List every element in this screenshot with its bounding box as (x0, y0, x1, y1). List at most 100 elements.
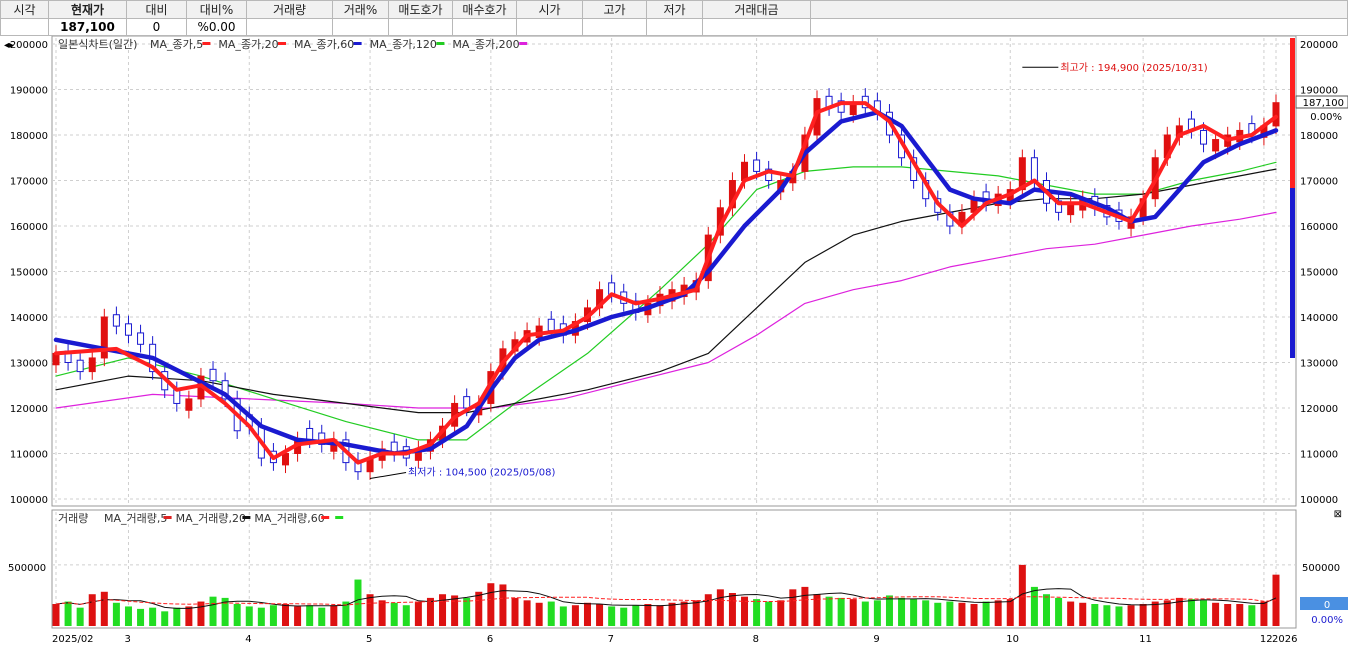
volume-bar (76, 607, 84, 626)
x-axis-label: 12 (1260, 634, 1273, 645)
price-tick-label-right: 150000 (1300, 268, 1338, 279)
volume-bar (1260, 601, 1268, 626)
volume-bar (1018, 564, 1026, 626)
volume-bar (801, 586, 809, 626)
candle-body (112, 314, 120, 327)
volume-bar (366, 594, 374, 626)
x-axis-label: 2026 (1272, 634, 1297, 645)
candle-body (1212, 139, 1220, 152)
ma120-line (55, 161, 1277, 441)
quote-header: 시가 (516, 0, 583, 19)
price-tick-label-left: 110000 (10, 450, 48, 461)
close-panel-icon[interactable]: ⊠ (1334, 509, 1342, 520)
volume-bars (52, 564, 1280, 626)
volume-bar (982, 601, 990, 626)
stock-chart[interactable]: 100000 100000 110000 110000 120000 120000 1300… (0, 36, 1348, 647)
volume-bar (1236, 604, 1244, 626)
price-grid (52, 38, 1290, 504)
price-tick-label-right: 120000 (1300, 404, 1338, 415)
candle-body (124, 323, 132, 336)
chart-title: 일본식차트(일간) (58, 37, 137, 51)
x-axis-label: 7 (608, 634, 614, 645)
x-axis-label: 4 (245, 634, 251, 645)
volume-bar (583, 602, 591, 626)
quote-header: 거래대금 (702, 0, 811, 19)
price-tick-label-right: 190000 (1300, 86, 1338, 97)
price-tick-label-left: 170000 (10, 177, 48, 188)
price-legend-swatch (519, 42, 528, 45)
ma20-line (53, 110, 1279, 456)
volume-bar (245, 606, 253, 626)
ma200-line (55, 211, 1277, 409)
volume-bar (849, 599, 857, 626)
volume-bar (1163, 600, 1171, 626)
volume-legend-swatch (335, 516, 344, 519)
quote-header: 매도호가 (388, 0, 453, 19)
volume-bar (1030, 586, 1038, 626)
volume-bar (1200, 600, 1208, 626)
x-axis-label: 9 (873, 634, 879, 645)
candle-body (100, 316, 108, 359)
candle-body (1200, 129, 1208, 145)
volume-bar (233, 604, 241, 626)
volume-bar (88, 594, 96, 626)
volume-bar (873, 600, 881, 626)
volume-bar (269, 605, 277, 626)
price-tick-label-left: 190000 (10, 86, 48, 97)
x-axis-label: 5 (366, 634, 372, 645)
quote-header-row: 시각 현재가 대비 대비% 거래량 거래% 매도호가 매수호가 시가 고가 저가… (0, 0, 1348, 19)
candle-body (463, 396, 471, 409)
volume-bar (1103, 605, 1111, 626)
volume-bar (825, 596, 833, 626)
x-axis-label: 10 (1006, 634, 1019, 645)
volume-panel-frame (51, 509, 1297, 629)
volume-bar (451, 595, 459, 626)
volume-bar (910, 599, 918, 626)
current-price-tag (1295, 95, 1348, 109)
volume-bar (777, 600, 785, 626)
volume-bar (994, 600, 1002, 626)
volume-bar (1151, 601, 1159, 626)
price-tick-label-left: 100000 (10, 495, 48, 506)
price-legend: ◂▸ 일본식차트(일간) MA_종가,5 MA_종가,20 MA_종가,60 MA_종… (4, 37, 528, 51)
volume-bar (970, 604, 978, 626)
candle-body (282, 453, 290, 466)
price-tick-label-right: 100000 (1300, 495, 1338, 506)
candle-body (837, 100, 845, 113)
ma200-path (55, 211, 1277, 409)
price-legend-swatch (278, 42, 286, 45)
volume-bar (728, 593, 736, 626)
volume-bar (934, 602, 942, 626)
volume-bar (1224, 604, 1232, 626)
volume-bar (402, 605, 410, 626)
volume-legend-label: MA_거래량,60 (254, 512, 324, 525)
volume-bar (668, 602, 676, 626)
current-price-label: 187,100 (1303, 98, 1344, 109)
candle-body (88, 357, 96, 373)
candle-body (547, 318, 555, 332)
candle-body (76, 359, 84, 373)
volume-bar (294, 606, 302, 626)
volume-bar (149, 607, 157, 626)
price-tick-label-left: 130000 (10, 359, 48, 370)
volume-bar (946, 601, 954, 626)
quote-value (452, 18, 517, 36)
volume-bar (426, 597, 434, 626)
price-legend-swatch (353, 42, 362, 45)
change-value: 0 (126, 18, 187, 36)
volume-bar (306, 605, 314, 626)
price-tick-label-right: 170000 (1300, 177, 1338, 188)
volume-bar (463, 597, 471, 626)
x-axis-label: 2025/02 (52, 634, 94, 645)
volume-legend: 거래량 MA_거래량,5 MA_거래량,20 MA_거래량,60 (58, 512, 344, 525)
volume-axis-label: 500000 (8, 563, 46, 574)
volume-bar (137, 608, 145, 626)
volume-bar (1175, 597, 1183, 626)
volume-axis-label-right: 500000 (1302, 563, 1340, 574)
quote-value (810, 18, 1348, 36)
scroll-arrows-icon[interactable]: ◂▸ (4, 40, 14, 51)
price-tick-label-right: 140000 (1300, 313, 1338, 324)
quote-value (646, 18, 703, 36)
x-axis-labels: 2025/02 3 4 5 6 7 8 9 10 11 12 2026 (52, 634, 1297, 645)
current-volume-pct: 0.00% (1311, 615, 1343, 626)
